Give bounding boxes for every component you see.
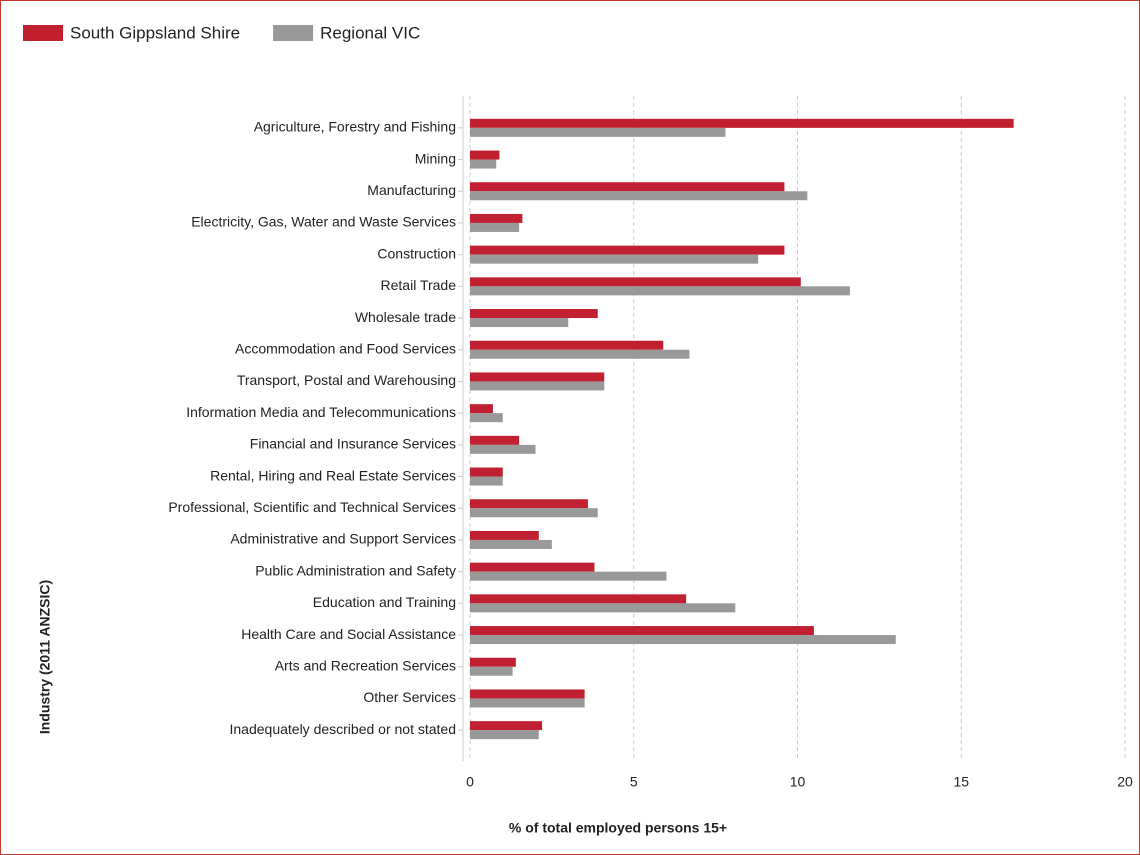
bar [470,530,539,540]
y-tick-label: Agriculture, Forestry and Fishing [254,119,456,135]
legend-swatch [23,25,63,41]
bar [470,721,543,731]
bar [470,381,605,391]
bar [470,467,503,477]
x-axis-label: % of total employed persons 15+ [509,820,727,836]
x-tick-label: 20 [1117,774,1133,790]
bar [470,159,497,169]
bar [470,309,598,319]
y-tick-label: Rental, Hiring and Real Estate Services [210,467,456,483]
bar [470,191,808,201]
y-tick-label: Manufacturing [367,182,456,198]
x-tick-label: 15 [953,774,969,790]
bar [470,562,595,572]
bar [470,245,785,255]
bar [470,182,785,192]
y-tick-label: Public Administration and Safety [255,562,456,578]
bar [470,413,503,423]
bar [470,318,569,328]
y-tick-label: Construction [377,245,456,261]
bar [470,286,850,296]
x-tick-label: 0 [466,774,474,790]
y-tick-label: Transport, Postal and Warehousing [237,372,456,388]
bar [470,635,896,645]
y-tick-label: Retail Trade [381,277,457,293]
bar [470,594,687,604]
x-tick-label: 10 [790,774,806,790]
legend-swatch [273,25,314,41]
bar [470,689,585,699]
bar [470,476,503,486]
y-tick-label: Information Media and Telecommunications [186,404,456,420]
bar [470,444,536,454]
y-tick-label: Education and Training [313,594,456,610]
y-tick-label: Professional, Scientific and Technical S… [168,499,456,515]
y-tick-label: Other Services [363,689,456,705]
y-tick-label: Electricity, Gas, Water and Waste Servic… [191,214,456,230]
y-tick-label: Accommodation and Food Services [235,340,456,356]
bar [470,254,759,264]
bar [470,571,667,581]
y-tick-label: Administrative and Support Services [230,531,456,547]
y-tick-label: Health Care and Social Assistance [241,626,456,642]
bar [470,730,539,740]
bar [470,340,664,350]
legend-label: Regional VIC [320,23,420,42]
y-tick-label: Wholesale trade [355,309,456,325]
bar [470,127,726,137]
x-tick-label: 5 [630,774,638,790]
bar [470,539,552,549]
bar [470,435,520,445]
bar [470,666,513,676]
y-tick-label: Mining [415,150,456,166]
bar [470,349,690,359]
bar [470,404,493,414]
bar [470,150,500,160]
bar [470,277,801,287]
bar [470,508,598,518]
bar [470,118,1014,128]
bar [470,499,588,509]
bar [470,626,814,636]
bar [470,657,516,667]
bar [470,372,605,382]
y-axis-label: Industry (2011 ANZSIC) [37,580,53,734]
y-tick-label: Inadequately described or not stated [230,721,457,737]
y-tick-label: Financial and Insurance Services [250,436,456,452]
bar [470,213,523,223]
bar [470,603,736,613]
bar [470,222,520,232]
y-tick-label: Arts and Recreation Services [275,657,456,673]
bar [470,698,585,708]
legend-label: South Gippsland Shire [70,23,240,42]
